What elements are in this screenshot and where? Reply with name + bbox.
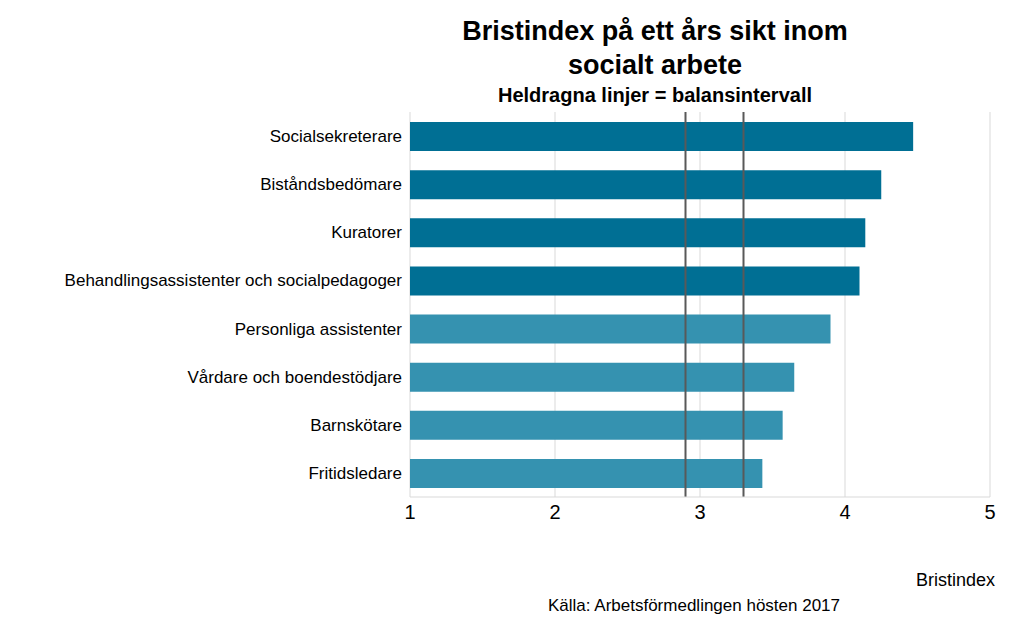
svg-text:Personliga assistenter: Personliga assistenter xyxy=(235,320,403,339)
html-text:Heldragna linjer = balansinter: Heldragna linjer = balansintervall xyxy=(498,84,812,106)
svg-text:3: 3 xyxy=(694,501,705,523)
svg-text:Vårdare och boendestödjare: Vårdare och boendestödjare xyxy=(187,368,402,387)
svg-text:2: 2 xyxy=(549,501,560,523)
html-text:Bristindex: Bristindex xyxy=(916,570,995,590)
svg-text:Behandlingsassistenter och soc: Behandlingsassistenter och socialpedagog… xyxy=(65,271,403,290)
svg-text:1: 1 xyxy=(404,501,415,523)
html-text:Bristindex på ett års sikt ino: Bristindex på ett års sikt inom socialt … xyxy=(462,16,848,80)
html-text:Källa: Arbetsförmedlingen höst: Källa: Arbetsförmedlingen hösten 2017 xyxy=(548,596,840,615)
svg-text:Fritidsledare: Fritidsledare xyxy=(308,464,402,483)
svg-text:4: 4 xyxy=(839,501,850,523)
svg-text:Kuratorer: Kuratorer xyxy=(331,223,402,242)
svg-text:5: 5 xyxy=(984,501,995,523)
svg-text:Barnskötare: Barnskötare xyxy=(310,416,402,435)
svg-text:Socialsekreterare: Socialsekreterare xyxy=(270,127,402,146)
svg-text:Biståndsbedömare: Biståndsbedömare xyxy=(260,175,402,194)
